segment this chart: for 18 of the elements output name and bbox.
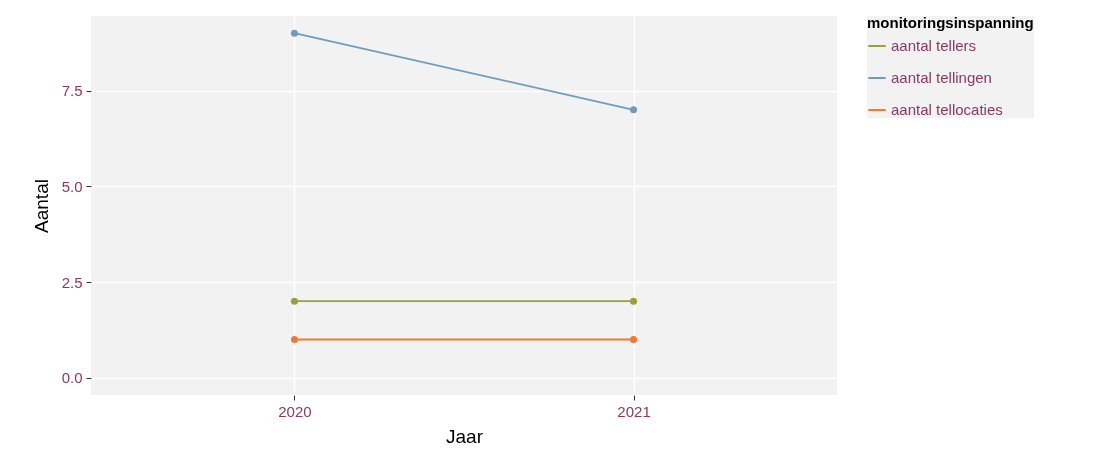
y-tick-label: 5.0 — [61, 177, 83, 195]
point — [630, 106, 638, 114]
point — [630, 335, 638, 344]
legend-label: aantal tellers — [891, 37, 977, 54]
x-tick-label: 2020 — [278, 402, 312, 420]
y-tick-label: 0.0 — [61, 369, 83, 387]
point — [290, 29, 298, 37]
legend-label: aantal tellingen — [891, 69, 992, 86]
x-axis-title: Jaar — [446, 425, 484, 447]
point — [630, 297, 638, 305]
x-tick-label: 2021 — [617, 402, 651, 420]
y-axis-title: Aantal — [30, 179, 52, 233]
y-tick-label: 7.5 — [61, 82, 83, 100]
y-tick-label: 2.5 — [61, 273, 83, 291]
point — [290, 335, 298, 344]
legend-title: monitoringsinspanning — [867, 14, 1034, 31]
legend-label: aantal tellocaties — [891, 101, 1003, 118]
point — [290, 297, 298, 305]
